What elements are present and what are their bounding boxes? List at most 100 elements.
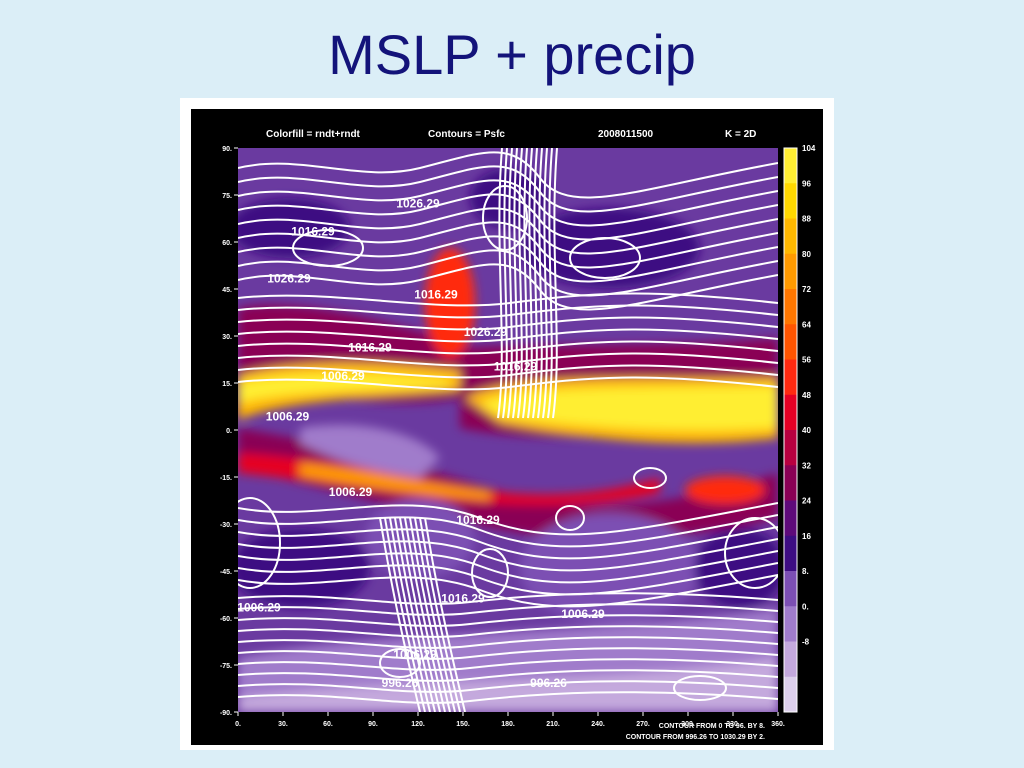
isobar-subtropic-north [238,364,778,379]
isobar-meridional [522,148,528,419]
colorbar-label: 48 [802,391,811,400]
contour-label: 1016.29 [414,287,458,301]
isobar-meridional [537,148,543,419]
isobar-meridional-south [414,517,456,712]
colorbar-swatch [784,218,797,255]
isobar-subtropic-north [238,328,778,343]
isobar-south [238,647,778,660]
isobar-north [238,165,778,213]
precip-field-11 [685,476,765,504]
contour-label: 1006.29 [329,485,373,499]
isobar-meridional [542,148,548,419]
isobar-subtropic-north [238,316,778,331]
colorbar-label: 24 [802,497,811,506]
precip-field-20 [520,208,700,288]
isobar-south [238,625,778,638]
isobar-subtropic-south [238,562,778,596]
precip-field-9 [238,453,660,505]
header-contours: Contours = Psfc [428,129,505,140]
isobar-south [238,636,778,649]
colorbar-label: 8. [802,567,809,576]
isobar-subtropic-south [238,574,778,608]
isobar-meridional-south [404,517,446,712]
contour-label: 1016.29 [441,591,485,605]
isobar-closed [238,497,281,589]
isobar-meridional-south [409,517,451,712]
colorbar-swatch [784,359,797,396]
colorbar-swatch [784,394,797,431]
isobar-meridional [532,148,538,419]
y-tick-label: 75. [222,193,232,200]
chart-figure: Colorfill = rndt+rndt Contours = Psfc 2008… [180,98,834,750]
isobar-subtropic-south [238,502,778,536]
y-tick-label: -75. [220,663,232,670]
header-colorfill: Colorfill = rndt+rndt [266,129,361,140]
contour-label: 1026.29 [464,325,508,339]
isobar-closed [724,517,778,589]
header-level: K = 2D [725,129,756,140]
isobar-meridional-south [399,517,441,712]
isobar-meridional [512,148,518,419]
isobar-closed [471,548,509,598]
colorbar-label: 16 [802,532,811,541]
isobar-meridional-south [379,517,421,712]
x-tick-label: 300. [681,721,695,728]
y-tick-label: 15. [222,381,232,388]
colorbar-label: 104 [802,144,816,153]
isobar-subtropic-south [238,550,778,584]
colorbar-swatch [784,500,797,537]
contour-plot: Colorfill = rndt+rndt Contours = Psfc 2008… [191,109,823,745]
precip-field-14 [300,424,440,478]
contour-label: 1026.29 [396,197,440,211]
x-tick-label: 60. [323,721,333,728]
colorbar-swatch [784,571,797,607]
isobar-meridional-south [384,517,426,712]
colorbar-label: 56 [802,356,811,365]
colorbar-label: 96 [802,179,811,188]
x-tick-label: 30. [278,721,288,728]
x-tick-label: 90. [368,721,378,728]
colorbar-label: 88 [802,215,811,224]
isobar-closed [292,229,364,267]
isobar-subtropic-south [238,526,778,560]
footer-line: CONTOUR FROM 0 TO 96. BY 8. [659,723,765,730]
colorbar-label: 32 [802,461,811,470]
isobar-closed [633,467,667,489]
x-tick-label: 330. [726,721,740,728]
y-tick-label: -90. [220,710,232,717]
contour-label: 1006.29 [561,607,605,621]
isobar-subtropic-north [238,304,778,319]
isobar-closed [569,237,641,279]
footer-line: CONTOUR FROM 996.26 TO 1030.29 BY 2. [626,734,765,741]
isobar-north [238,193,778,241]
contour-label: 1016.29 [291,225,335,239]
contour-label: 1006.29 [393,648,437,662]
isobar-closed [482,185,528,251]
colorbar-swatch [784,676,797,713]
x-tick-label: 270. [636,721,650,728]
y-tick-label: 45. [222,287,232,294]
isobar-south [238,603,778,616]
contour-label: 1016.29 [494,359,538,373]
colorbar-swatch [784,641,797,678]
isobar-south [238,658,778,671]
precip-field-10 [300,463,490,500]
colorbar-label: -8 [802,638,810,647]
isobar-subtropic-north [238,340,778,355]
isobar-meridional-south [419,517,461,712]
isobar-south [238,669,778,682]
header-date: 2008011500 [598,129,654,140]
isobar-south [238,614,778,627]
colorbar-swatch [784,148,797,184]
colorbar-label: 0. [802,602,809,611]
isobar-south [238,592,778,605]
isobar-subtropic-south [238,514,778,548]
isobar-north [238,179,778,227]
x-tick-label: 210. [546,721,560,728]
colorbar-swatch [784,324,797,360]
contour-label: 996.26 [530,676,567,690]
isobar-meridional [517,148,523,419]
y-tick-label: 0. [226,428,232,435]
slide-title: MSLP + precip [328,23,696,86]
contour-label: 1006.29 [266,410,310,424]
